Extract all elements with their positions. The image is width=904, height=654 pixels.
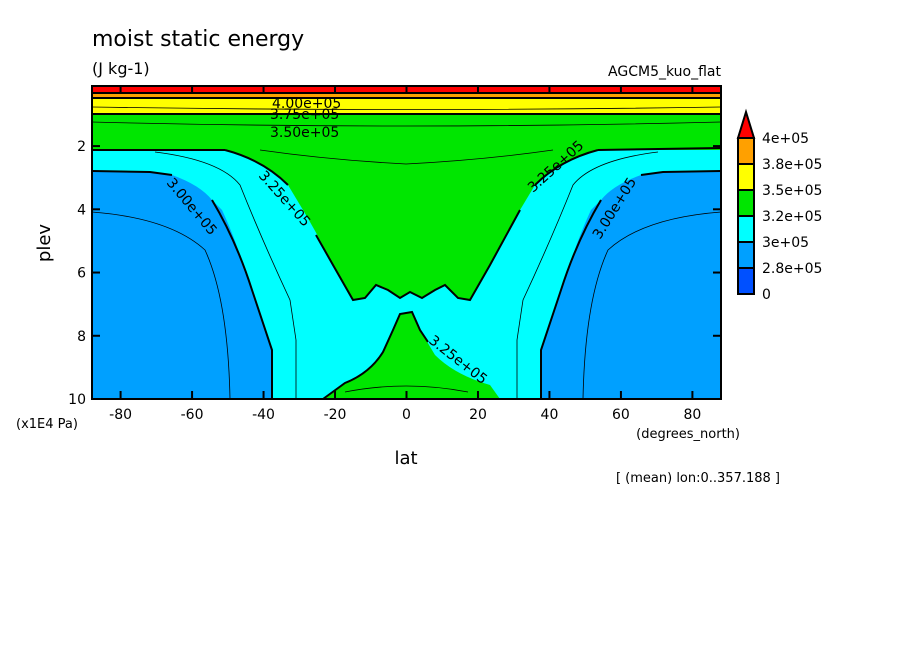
colorbar-swatch (737, 215, 755, 243)
x-axis-units: (degrees_north) (636, 427, 740, 442)
thin-contours (91, 106, 722, 400)
y-axis-units: (x1E4 Pa) (16, 417, 78, 432)
x-tick-label: 60 (612, 407, 630, 423)
x-axis-ticks: -80 -60 -40 -20 0 20 40 60 80 (109, 86, 701, 423)
colorbar-arrow (736, 108, 756, 139)
colorbar-label: 2.8e+05 (762, 261, 822, 277)
y-axis-label: plev (34, 224, 55, 263)
colorbar-swatch (737, 241, 755, 269)
colorbar-label: 3e+05 (762, 235, 809, 251)
colorbar-swatch (737, 189, 755, 217)
x-tick-label: -60 (181, 407, 204, 423)
chart-title: moist static energy (92, 27, 304, 52)
colorbar-label: 4e+05 (762, 131, 809, 147)
plot-area (91, 85, 722, 400)
green-core-region (92, 148, 721, 300)
y-tick-label: 6 (77, 266, 86, 282)
y-tick-label: 4 (77, 202, 86, 218)
orange-band (92, 92, 721, 99)
model-name: AGCM5_kuo_flat (608, 64, 721, 80)
contour-label-375: 3.75e+05 (270, 107, 339, 123)
colorbar-label: 3.5e+05 (762, 183, 822, 199)
footnote: [ (mean) lon:0..357.188 ] (616, 471, 780, 486)
contour-label-350: 3.50e+05 (270, 125, 339, 141)
x-tick-label: -80 (109, 407, 132, 423)
x-tick-label: -20 (324, 407, 347, 423)
colorbar-label: 3.2e+05 (762, 209, 822, 225)
y-axis-ticks: 2 4 6 8 10 (68, 139, 721, 408)
x-tick-label: -40 (252, 407, 275, 423)
y-tick-label: 10 (68, 392, 86, 408)
colorbar-swatch (737, 267, 755, 295)
colorbar: 4e+05 3.8e+05 3.5e+05 3.2e+05 3e+05 2.8e+05 0 (736, 108, 822, 303)
contour-label-400: 4.00e+05 (272, 96, 341, 112)
colorbar-swatch (737, 137, 755, 165)
yellow-band (92, 97, 721, 114)
chart-units: (J kg-1) (92, 59, 150, 78)
x-tick-label: 40 (541, 407, 559, 423)
colorbar-label: 0 (762, 287, 771, 303)
green-band-top (92, 114, 721, 150)
x-tick-label: 80 (683, 407, 701, 423)
colorbar-swatch (737, 163, 755, 191)
x-tick-label: 0 (402, 407, 411, 423)
y-tick-label: 8 (77, 329, 86, 345)
y-tick-label: 2 (77, 139, 86, 155)
x-axis-label: lat (394, 448, 417, 469)
green-surface-region (323, 312, 500, 399)
x-tick-label: 20 (469, 407, 487, 423)
colorbar-label: 3.8e+05 (762, 157, 822, 173)
